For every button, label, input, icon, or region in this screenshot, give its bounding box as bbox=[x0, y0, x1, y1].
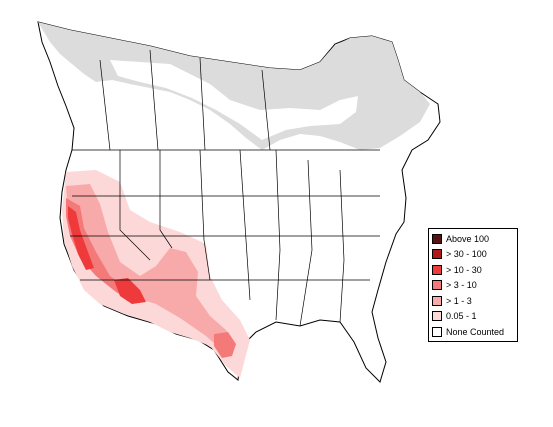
legend-swatch bbox=[432, 249, 442, 260]
abundance-mid-band bbox=[66, 184, 236, 352]
legend-item: Above 100 bbox=[432, 231, 514, 247]
political-boundaries bbox=[70, 49, 380, 327]
abundance-southwest-patch bbox=[114, 278, 146, 304]
legend-label: None Counted bbox=[446, 326, 505, 337]
no-data-hole-1 bbox=[110, 60, 358, 140]
abundance-texas-patch bbox=[214, 332, 236, 358]
legend-item: > 3 - 10 bbox=[432, 278, 514, 294]
abundance-very-high-core bbox=[68, 206, 94, 270]
legend-item: None Counted bbox=[432, 324, 514, 340]
abundance-legend: Above 100 > 30 - 100 > 10 - 30 > 3 - 10 … bbox=[428, 228, 518, 342]
legend-swatch bbox=[432, 326, 442, 337]
legend-swatch bbox=[432, 233, 442, 244]
legend-item: > 1 - 3 bbox=[432, 293, 514, 309]
legend-swatch bbox=[432, 264, 442, 275]
legend-label: > 3 - 10 bbox=[446, 280, 477, 291]
legend-label: > 30 - 100 bbox=[446, 249, 487, 260]
legend-label: Above 100 bbox=[446, 233, 490, 244]
legend-label: > 10 - 30 bbox=[446, 264, 482, 275]
legend-item: 0.05 - 1 bbox=[432, 309, 514, 325]
legend-swatch bbox=[432, 295, 442, 306]
legend-label: 0.05 - 1 bbox=[446, 311, 477, 322]
legend-label: > 1 - 3 bbox=[446, 295, 472, 306]
legend-item: > 10 - 30 bbox=[432, 262, 514, 278]
legend-swatch bbox=[432, 280, 442, 291]
legend-swatch bbox=[432, 311, 442, 322]
legend-item: > 30 - 100 bbox=[432, 247, 514, 263]
